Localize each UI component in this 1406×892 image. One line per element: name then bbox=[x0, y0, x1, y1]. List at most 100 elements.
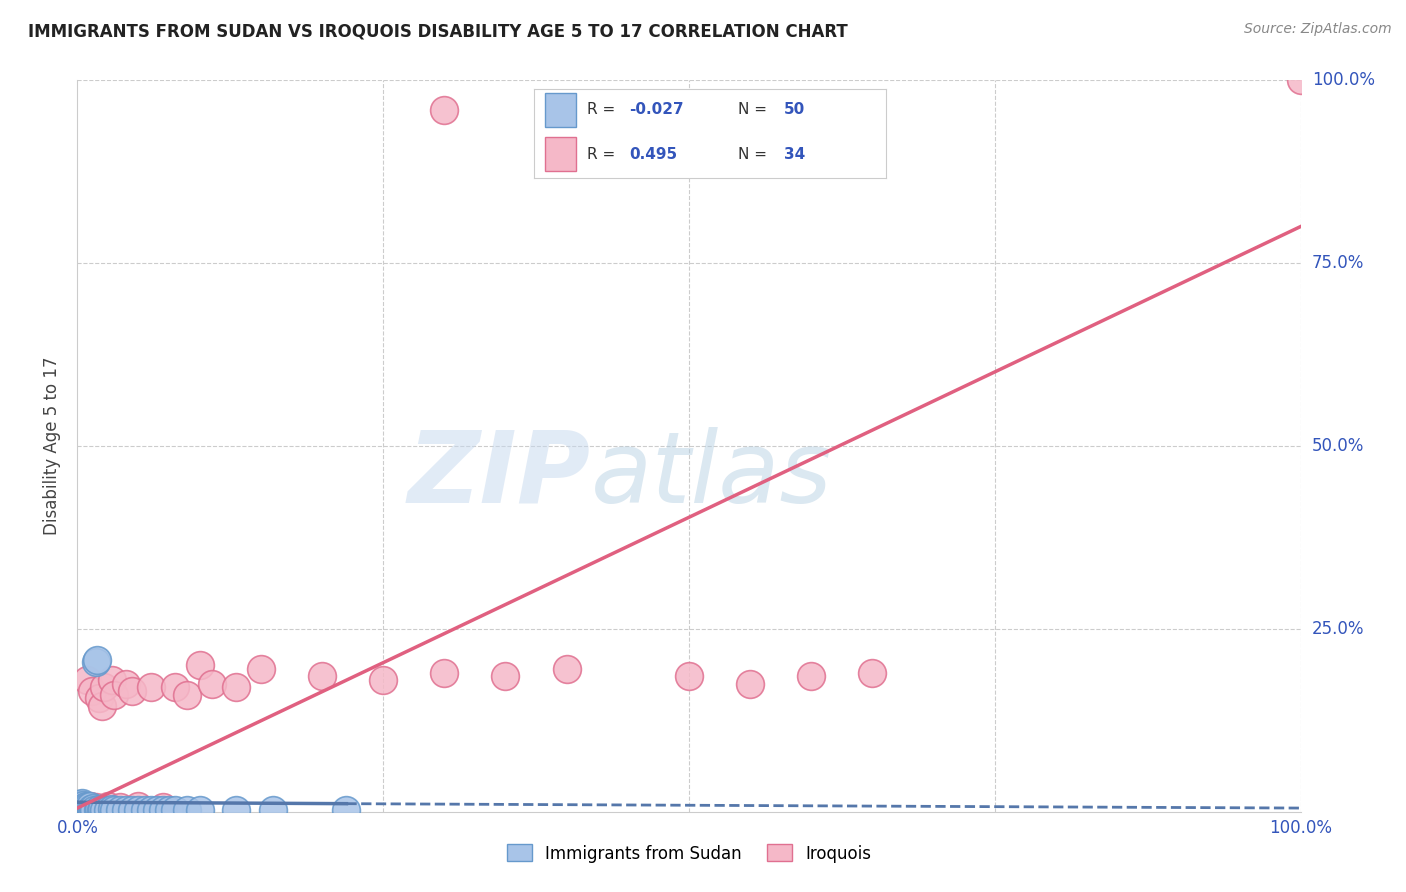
Point bbox=[176, 803, 198, 817]
Point bbox=[70, 800, 93, 814]
Text: 34: 34 bbox=[785, 147, 806, 161]
Point bbox=[139, 681, 162, 695]
Legend: Immigrants from Sudan, Iroquois: Immigrants from Sudan, Iroquois bbox=[501, 838, 877, 869]
Point bbox=[67, 801, 90, 815]
Text: R =: R = bbox=[588, 147, 626, 161]
Point bbox=[79, 798, 101, 813]
Point bbox=[152, 803, 174, 817]
Point bbox=[70, 797, 93, 812]
Point bbox=[87, 803, 110, 817]
Point bbox=[108, 803, 131, 817]
Point bbox=[433, 665, 456, 680]
Text: 50: 50 bbox=[785, 103, 806, 117]
Point bbox=[103, 688, 125, 702]
Point bbox=[72, 798, 94, 813]
Text: Source: ZipAtlas.com: Source: ZipAtlas.com bbox=[1244, 22, 1392, 37]
Point bbox=[146, 803, 169, 817]
Point bbox=[77, 802, 100, 816]
Point bbox=[72, 803, 94, 817]
Point bbox=[225, 681, 247, 695]
Point bbox=[127, 798, 149, 813]
Point bbox=[115, 803, 138, 817]
FancyBboxPatch shape bbox=[544, 93, 576, 127]
Point bbox=[86, 652, 108, 666]
Point bbox=[73, 799, 96, 814]
Point bbox=[75, 802, 97, 816]
Text: N =: N = bbox=[738, 147, 772, 161]
Point bbox=[115, 676, 138, 690]
Point bbox=[262, 803, 284, 817]
Point bbox=[93, 803, 115, 817]
Text: 50.0%: 50.0% bbox=[1312, 437, 1364, 455]
Point bbox=[90, 803, 112, 817]
Point bbox=[1289, 73, 1312, 87]
Point bbox=[76, 803, 98, 817]
Point bbox=[76, 673, 98, 687]
Point bbox=[80, 802, 103, 816]
Point bbox=[75, 798, 97, 813]
Text: 100.0%: 100.0% bbox=[1312, 71, 1375, 89]
Point bbox=[165, 681, 187, 695]
Point bbox=[311, 669, 333, 683]
Y-axis label: Disability Age 5 to 17: Disability Age 5 to 17 bbox=[44, 357, 62, 535]
Point bbox=[100, 802, 122, 816]
Point bbox=[79, 803, 101, 817]
Point bbox=[121, 803, 143, 817]
Point bbox=[69, 798, 91, 813]
Point bbox=[89, 802, 111, 816]
Point bbox=[79, 798, 101, 813]
Text: IMMIGRANTS FROM SUDAN VS IROQUOIS DISABILITY AGE 5 TO 17 CORRELATION CHART: IMMIGRANTS FROM SUDAN VS IROQUOIS DISABI… bbox=[28, 22, 848, 40]
Point bbox=[127, 803, 149, 817]
Point bbox=[93, 681, 115, 695]
Point bbox=[82, 801, 104, 815]
Text: atlas: atlas bbox=[591, 426, 832, 524]
Point bbox=[80, 803, 103, 817]
Text: N =: N = bbox=[738, 103, 772, 117]
Point bbox=[157, 803, 180, 817]
Point bbox=[225, 803, 247, 817]
Point bbox=[495, 669, 517, 683]
Point bbox=[250, 662, 273, 676]
Point bbox=[70, 796, 93, 810]
Point bbox=[73, 803, 96, 817]
Point bbox=[76, 800, 98, 814]
Point bbox=[69, 802, 91, 816]
Point bbox=[108, 800, 131, 814]
Text: 25.0%: 25.0% bbox=[1312, 620, 1364, 638]
Point bbox=[165, 803, 187, 817]
Point bbox=[80, 684, 103, 698]
Point bbox=[70, 803, 93, 817]
Point bbox=[90, 698, 112, 713]
Point bbox=[433, 103, 456, 117]
Point bbox=[100, 673, 122, 687]
Point bbox=[84, 655, 107, 669]
FancyBboxPatch shape bbox=[544, 137, 576, 171]
Point bbox=[176, 688, 198, 702]
Point bbox=[83, 803, 105, 817]
Point bbox=[72, 801, 94, 815]
Text: R =: R = bbox=[588, 103, 620, 117]
Text: ZIP: ZIP bbox=[408, 426, 591, 524]
Point bbox=[89, 691, 111, 706]
Point bbox=[84, 800, 107, 814]
Point bbox=[371, 673, 394, 687]
Point bbox=[740, 676, 762, 690]
Point bbox=[90, 802, 112, 816]
Point bbox=[121, 684, 143, 698]
Text: -0.027: -0.027 bbox=[630, 103, 683, 117]
Point bbox=[139, 803, 162, 817]
Point bbox=[97, 803, 120, 817]
Text: 75.0%: 75.0% bbox=[1312, 254, 1364, 272]
Point bbox=[134, 803, 156, 817]
Point bbox=[70, 802, 93, 816]
Text: 0.495: 0.495 bbox=[630, 147, 678, 161]
Point bbox=[70, 799, 93, 814]
Point bbox=[97, 798, 120, 813]
Point bbox=[72, 801, 94, 815]
Point bbox=[188, 658, 211, 673]
Point bbox=[862, 665, 884, 680]
Point bbox=[678, 669, 700, 683]
Point bbox=[152, 800, 174, 814]
Point bbox=[103, 803, 125, 817]
Point bbox=[201, 676, 224, 690]
